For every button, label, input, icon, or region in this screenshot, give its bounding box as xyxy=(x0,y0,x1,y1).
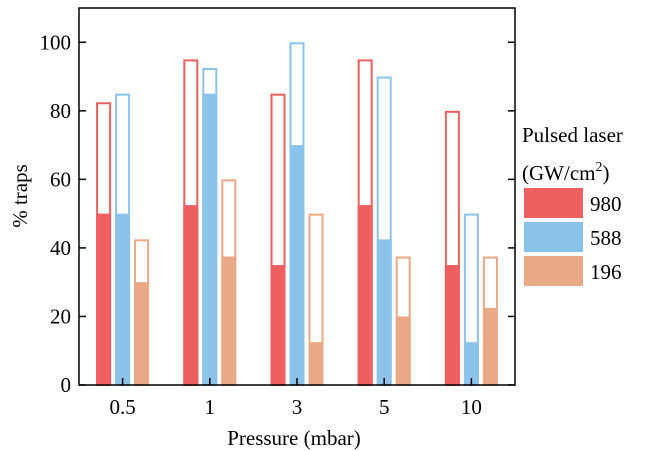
y-axis: 0 20 40 60 80 100 xyxy=(40,30,515,397)
legend-title-line1: Pulsed laser xyxy=(522,123,623,147)
x-axis: 0.5 1 3 5 10 xyxy=(109,378,482,419)
x-tick-label-3: 5 xyxy=(379,395,390,419)
bar-filled-588-3 xyxy=(289,145,305,385)
legend-title-unit: (GW/cm xyxy=(522,161,595,185)
y-tick-label-5: 100 xyxy=(40,30,72,54)
y-tick-label-1: 20 xyxy=(50,304,71,328)
legend-title-line2: (GW/cm2) xyxy=(522,160,609,185)
bar-filled-196-3 xyxy=(308,342,324,385)
y-tick-label-2: 40 xyxy=(50,236,71,260)
legend-label-980: 980 xyxy=(590,192,622,216)
legend-swatch-980 xyxy=(524,188,583,218)
bar-filled-196-5 xyxy=(395,316,411,385)
y-tick-label-3: 60 xyxy=(50,167,71,191)
x-tick-label-2: 3 xyxy=(292,395,303,419)
legend: Pulsed laser (GW/cm2) 980 588 196 xyxy=(522,123,623,286)
bar-filled-588-5 xyxy=(376,239,392,385)
x-tick-label-4: 10 xyxy=(461,395,482,419)
bar-filled-980-5 xyxy=(357,205,373,385)
x-tick-label-0: 0.5 xyxy=(109,395,135,419)
y-axis-label: % traps xyxy=(8,164,32,228)
bar-filled-196-1 xyxy=(221,256,237,385)
bar-filled-588-1 xyxy=(202,93,218,385)
bar-filled-196-10 xyxy=(482,307,498,385)
legend-swatch-196 xyxy=(524,256,583,286)
legend-title-close: ) xyxy=(602,161,609,185)
x-tick-label-1: 1 xyxy=(205,395,216,419)
legend-swatch-588 xyxy=(524,222,583,252)
bar-filled-980-3 xyxy=(270,265,286,385)
bar-filled-980-1 xyxy=(183,205,199,385)
legend-title-superscript: 2 xyxy=(595,160,602,175)
bar-filled-980-10 xyxy=(444,265,460,385)
bar-filled-196-0.5 xyxy=(134,282,150,385)
bar-filled-980-0.5 xyxy=(96,213,112,385)
legend-items: 980 588 196 xyxy=(524,188,622,286)
bar-filled-588-0.5 xyxy=(115,213,131,385)
legend-label-588: 588 xyxy=(590,226,622,250)
y-tick-label-4: 80 xyxy=(50,99,71,123)
y-tick-label-0: 0 xyxy=(61,373,72,397)
x-axis-label: Pressure (mbar) xyxy=(227,426,361,450)
bars-layer xyxy=(96,42,498,387)
legend-label-196: 196 xyxy=(590,260,622,284)
bar-filled-588-10 xyxy=(463,342,479,385)
